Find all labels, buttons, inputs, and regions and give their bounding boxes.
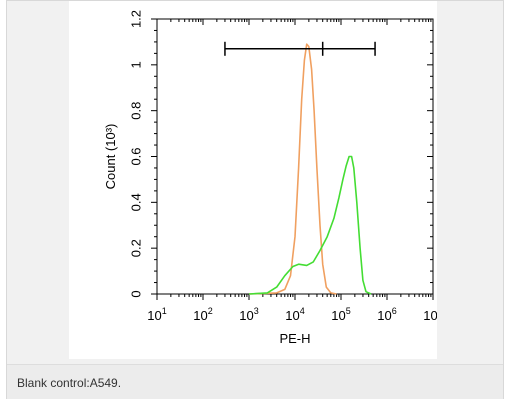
y-tick-label: 0 [129, 290, 144, 297]
figure-area: 101 102 103 104 105 106 107 0 0.2 0.4 0.6 0.8 1 1.2 PE… [7, 1, 503, 364]
figure-frame: 101 102 103 104 105 106 107 0 0.2 0.4 0.6 0.8 1 1.2 PE… [6, 0, 504, 399]
y-tick-label: 0.6 [129, 147, 144, 165]
histogram-series-1 [248, 43, 337, 295]
x-tick-label: 105 [331, 306, 350, 323]
x-tick-label: 106 [377, 306, 396, 323]
x-tick-label: 102 [193, 306, 212, 323]
y-tick-label: 0.8 [129, 102, 144, 120]
x-axis-title: PE-H [279, 331, 310, 346]
x-tick-label: 101 [147, 306, 166, 323]
y-axis-title: Count (10³) [103, 124, 118, 190]
figure-caption: Blank control:A549. [17, 376, 122, 390]
x-tick-label: 107 [423, 306, 437, 323]
caption-bar: Blank control:A549. [7, 364, 503, 399]
x-tick-label: 103 [239, 306, 258, 323]
y-tick-label: 1.2 [129, 10, 144, 28]
x-tick-label: 104 [285, 306, 304, 323]
y-tick-label: 1 [129, 61, 144, 68]
histogram-series-2 [248, 155, 372, 295]
plot-frame [156, 18, 434, 295]
y-tick-label: 0.4 [129, 193, 144, 211]
y-tick-label: 0.2 [129, 239, 144, 257]
flow-cytometry-histogram: 101 102 103 104 105 106 107 0 0.2 0.4 0.6 0.8 1 1.2 PE… [103, 10, 437, 346]
histogram-panel: 101 102 103 104 105 106 107 0 0.2 0.4 0.6 0.8 1 1.2 PE… [69, 1, 437, 359]
